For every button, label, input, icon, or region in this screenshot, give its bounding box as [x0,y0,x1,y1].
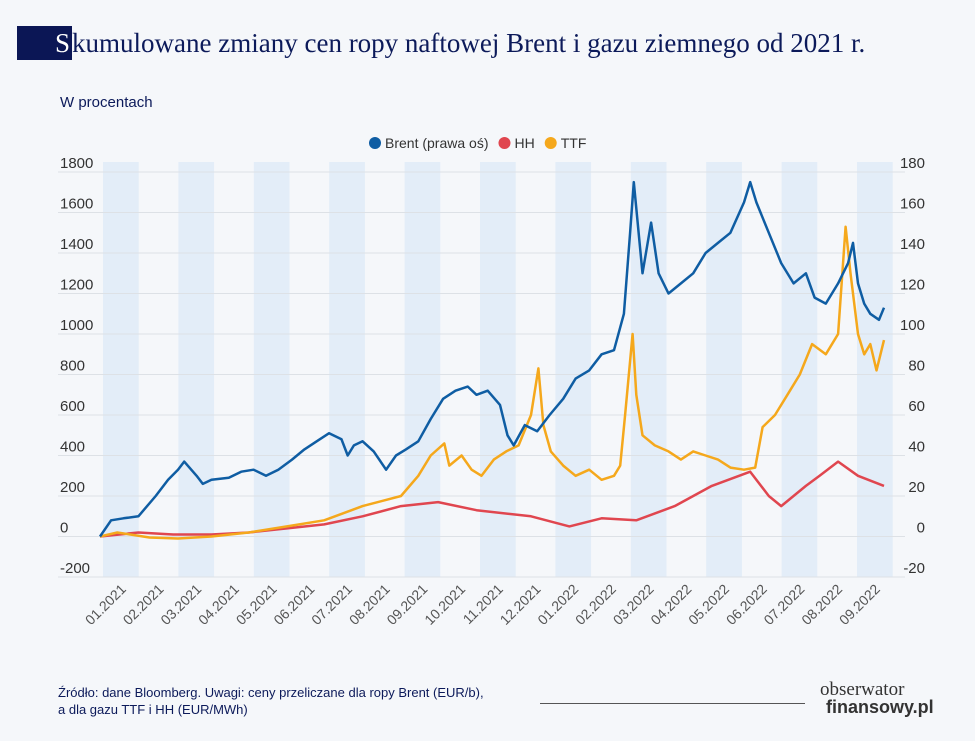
title-text: kumulowane zmiany cen ropy naftowej Bren… [72,27,866,58]
right-tick-label: 160 [900,196,925,213]
x-tick-label: 01.2022 [534,581,581,628]
chart-title: S kumulowane zmiany cen ropy naftowej Br… [17,26,865,60]
right-tick-label: 100 [900,317,925,334]
month-band [103,162,139,577]
left-tick-label: 1800 [60,155,93,172]
month-band [329,162,365,577]
divider [540,703,805,704]
x-tick-label: 06.2022 [723,581,770,628]
x-tick-label: 02.2022 [572,581,619,628]
left-tick-label: -200 [60,560,90,577]
logo-line-1: obserwator [820,679,905,700]
x-tick-label: 02.2021 [120,581,167,628]
left-tick-label: 600 [60,398,85,415]
left-tick-label: 1000 [60,317,93,334]
x-tick-label: 07.2022 [760,581,807,628]
left-tick-label: 400 [60,439,85,456]
source-line-1: Źródło: dane Bloomberg. Uwagi: ceny prze… [58,685,484,700]
right-tick-label: -20 [903,560,925,577]
x-tick-label: 09.2022 [836,581,883,628]
x-tick-label: 09.2021 [383,581,430,628]
right-tick-label: 20 [908,479,925,496]
month-band [706,162,742,577]
right-tick-label: 120 [900,277,925,294]
x-tick-label: 05.2021 [233,581,280,628]
legend-label: HH [514,135,534,151]
chart-subtitle: W procentach [60,94,153,111]
title-initial: S [17,26,73,60]
month-band [253,162,290,577]
month-band [555,162,592,577]
x-tick-label: 05.2022 [685,581,732,628]
left-tick-label: 800 [60,358,85,375]
right-tick-label: 180 [900,155,925,172]
right-tick-label: 0 [917,520,925,537]
right-tick-label: 60 [908,398,925,415]
source-line-2: a dla gazu TTF i HH (EUR/MWh) [58,702,248,717]
legend-dot [369,137,381,149]
x-tick-label: 06.2021 [270,581,317,628]
month-band [857,162,893,577]
left-tick-label: 1600 [60,196,93,213]
right-tick-label: 40 [908,439,925,456]
left-tick-label: 200 [60,479,85,496]
legend-dot [544,137,557,149]
legend-label: TTF [561,135,587,151]
series-line-ttf [99,225,886,540]
x-tick-label: 12.2021 [497,581,544,628]
series-line-brent [98,180,886,538]
logo-line-2: finansowy.pl [826,697,934,717]
x-tick-label: 03.2022 [610,581,657,628]
x-tick-label: 01.2021 [82,581,129,628]
legend-label: Brent (prawa oś) [385,135,488,151]
x-tick-label: 04.2021 [195,581,242,628]
x-tick-label: 10.2021 [421,581,468,628]
source-note: Źródło: dane Bloomberg. Uwagi: ceny prze… [58,684,484,718]
left-tick-label: 1400 [60,236,93,253]
legend-dot [498,137,511,149]
x-tick-label: 08.2022 [798,581,845,628]
right-tick-label: 80 [908,358,925,375]
left-tick-label: 1200 [60,277,93,294]
x-tick-label: 08.2021 [346,581,393,628]
x-tick-label: 04.2022 [647,581,694,628]
month-band [781,162,818,577]
x-tick-label: 03.2021 [157,581,204,628]
month-band [404,162,441,577]
right-tick-label: 140 [900,236,925,253]
left-tick-label: 0 [60,520,68,537]
month-band [178,162,215,577]
month-band [480,162,516,577]
x-tick-label: 07.2021 [308,581,355,628]
